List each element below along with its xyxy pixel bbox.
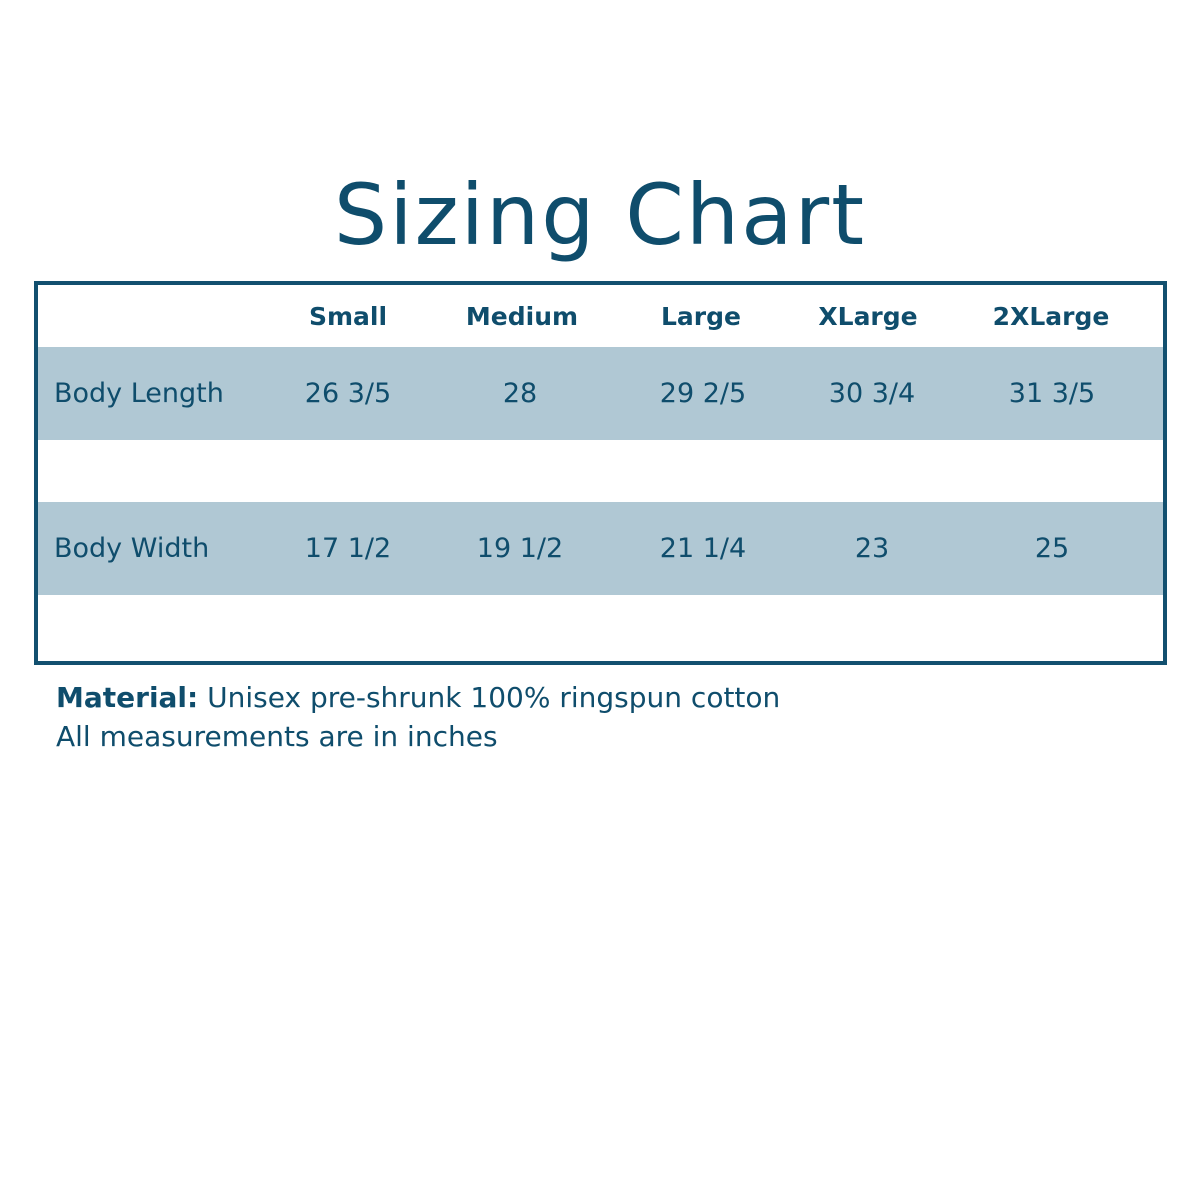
table-cell: 23 — [854, 533, 890, 564]
header-row: Small Medium Large XLarge 2XLarge — [38, 285, 1163, 347]
material-line: Material: Unisex pre-shrunk 100% ringspu… — [56, 678, 780, 717]
column-header-xlarge: XLarge — [818, 301, 918, 331]
table-cell: 29 2/5 — [659, 378, 747, 409]
table-cell: 28 — [502, 378, 538, 409]
table-cell: 25 — [1034, 533, 1070, 564]
sizing-table: Small Medium Large XLarge 2XLarge Body L… — [34, 281, 1167, 665]
material-label: Material: — [56, 681, 199, 714]
table-cell: 30 3/4 — [828, 378, 916, 409]
table-cell: 26 3/5 — [304, 378, 392, 409]
table-cell: 21 1/4 — [659, 533, 747, 564]
row-label: Body Length — [54, 378, 224, 409]
column-header-large: Large — [661, 301, 741, 331]
table-cell: 19 1/2 — [476, 533, 564, 564]
units-note: All measurements are in inches — [56, 720, 498, 753]
material-text: Unisex pre-shrunk 100% ringspun cotton — [207, 681, 781, 714]
table-row: Body Length 26 3/5 28 29 2/5 30 3/4 31 3… — [38, 347, 1163, 440]
column-header-medium: Medium — [465, 301, 579, 331]
column-header-2xlarge: 2XLarge — [992, 301, 1110, 331]
page-title: Sizing Chart — [333, 166, 867, 264]
table-cell: 31 3/5 — [1008, 378, 1096, 409]
table-row: Body Width 17 1/2 19 1/2 21 1/4 23 25 — [38, 502, 1163, 595]
footer-notes: Material: Unisex pre-shrunk 100% ringspu… — [56, 678, 780, 756]
table-cell: 17 1/2 — [304, 533, 392, 564]
column-header-small: Small — [308, 301, 388, 331]
row-label: Body Width — [54, 533, 210, 564]
